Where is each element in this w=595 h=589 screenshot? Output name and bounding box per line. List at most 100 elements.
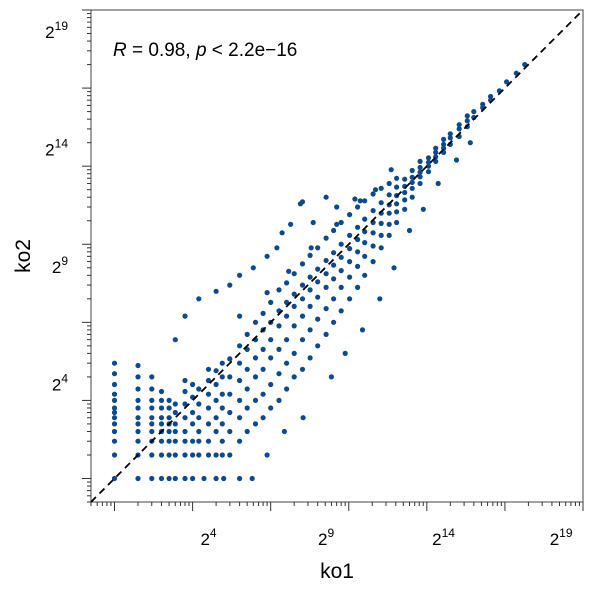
data-point [196, 428, 202, 435]
data-point [182, 415, 188, 421]
data-point [488, 93, 494, 100]
data-point [237, 377, 243, 384]
data-point [425, 169, 432, 175]
y-tick-label: 24 [52, 371, 68, 394]
data-point [237, 313, 243, 319]
data-point [237, 438, 243, 444]
p-value: < 2.2e−16 [207, 40, 298, 61]
data-point [244, 366, 250, 372]
data-point [135, 421, 141, 427]
data-point [201, 475, 207, 482]
data-point [323, 235, 329, 241]
data-point [310, 219, 316, 226]
data-point [264, 452, 270, 458]
data-point [435, 180, 441, 187]
data-point [213, 475, 219, 482]
data-point [331, 319, 337, 325]
data-point [182, 452, 188, 458]
data-point [205, 377, 212, 384]
data-point [315, 279, 321, 285]
data-point [249, 475, 255, 482]
data-point [166, 428, 172, 435]
data-point [135, 415, 141, 421]
data-point [386, 232, 392, 238]
data-point [227, 374, 233, 380]
data-point [433, 158, 439, 164]
data-point [456, 126, 462, 132]
data-point [111, 381, 118, 388]
r-symbol: R [113, 40, 127, 61]
data-point [158, 475, 165, 482]
data-point [219, 452, 225, 458]
data-point [111, 360, 118, 366]
data-point [182, 438, 188, 444]
data-point [219, 360, 225, 366]
data-point [196, 386, 202, 392]
data-point [149, 428, 155, 435]
data-point [328, 374, 334, 380]
data-point [291, 303, 297, 309]
data-point [260, 391, 266, 397]
data-point [425, 163, 432, 169]
data-point [315, 294, 321, 300]
y-tick-label: 219 [45, 19, 68, 42]
data-point [149, 397, 155, 403]
data-point [196, 296, 202, 302]
data-point [299, 313, 306, 319]
data-point [172, 475, 178, 482]
data-point [205, 438, 212, 444]
data-point [338, 308, 344, 314]
data-point [323, 271, 329, 277]
data-point [182, 475, 188, 482]
data-point [394, 219, 400, 226]
data-point [190, 409, 196, 416]
data-point [166, 415, 172, 421]
data-point [279, 230, 285, 236]
data-point [315, 245, 321, 251]
data-point [467, 140, 473, 146]
data-point [291, 374, 297, 380]
data-point [441, 136, 447, 142]
data-point [182, 428, 188, 435]
data-point [237, 360, 243, 366]
data-point [347, 232, 353, 238]
data-point [268, 337, 274, 343]
data-point [190, 421, 196, 427]
data-point [182, 388, 188, 395]
data-point [347, 296, 353, 302]
data-point [315, 316, 321, 322]
data-point [244, 405, 250, 411]
data-point [172, 421, 178, 427]
data-point [362, 216, 368, 222]
data-point [378, 232, 384, 238]
data-point [111, 438, 118, 444]
data-point [307, 287, 313, 293]
data-point [402, 197, 408, 203]
data-point [308, 245, 314, 251]
data-point [268, 355, 274, 361]
data-point [196, 438, 202, 444]
data-point [190, 381, 196, 388]
data-point [291, 271, 297, 277]
data-point [111, 391, 118, 397]
data-point [394, 209, 400, 215]
data-point [386, 221, 392, 227]
data-point [347, 246, 353, 252]
data-point [252, 319, 259, 325]
data-point [447, 135, 453, 141]
data-point [205, 405, 212, 411]
x-tick-label: 24 [200, 526, 216, 549]
data-point [299, 337, 306, 343]
data-point [370, 259, 376, 265]
data-point [252, 374, 259, 380]
data-point [362, 272, 368, 278]
y-axis: 24 29 214 219 [45, 9, 91, 503]
data-point [227, 428, 233, 435]
data-point [394, 201, 400, 207]
data-point [111, 428, 118, 435]
data-point [260, 366, 266, 372]
data-point [221, 475, 227, 482]
data-point [386, 192, 392, 198]
data-point [244, 331, 250, 337]
